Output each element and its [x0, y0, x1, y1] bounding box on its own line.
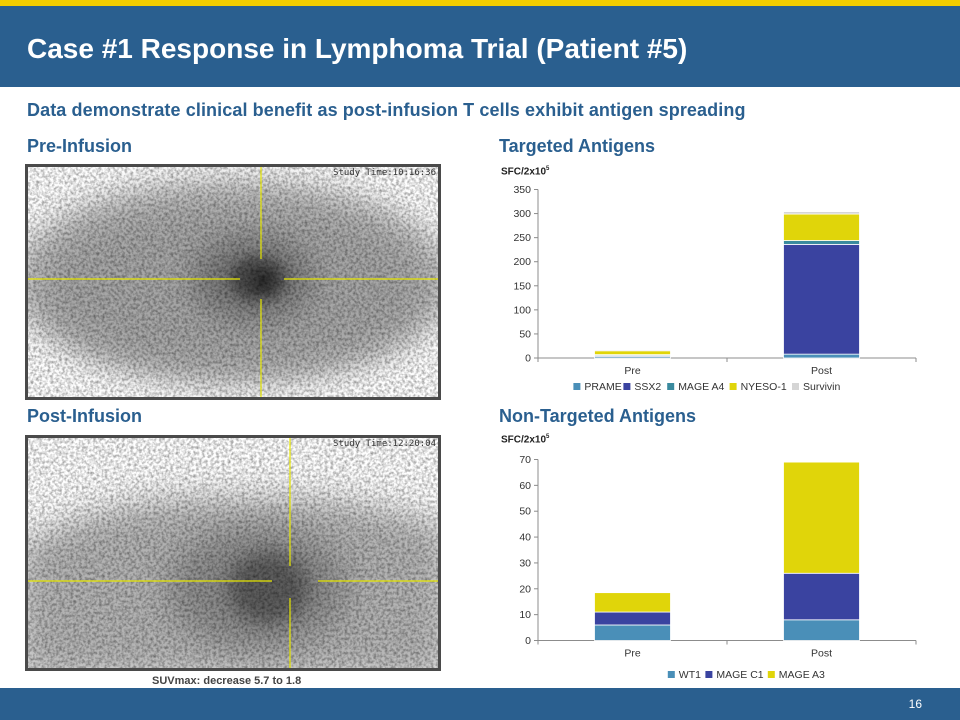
post-infusion-scan: Study Time:12:20:04 — [25, 435, 441, 671]
targeted-antigens-label: Targeted Antigens — [499, 136, 656, 156]
pre-scan-image — [28, 167, 438, 397]
bar-segment — [783, 353, 860, 359]
x-tick-label: Pre — [624, 648, 641, 660]
x-tick-label: Pre — [624, 365, 641, 377]
y-tick-label: 50 — [519, 506, 531, 518]
post-infusion-label: Post-Infusion — [27, 406, 142, 426]
pre-study-time: Study Time:10:16:36 — [333, 168, 436, 178]
bar-segment — [594, 592, 671, 613]
bar-segment — [783, 211, 860, 215]
nontargeted-chart-svg: 0 10 20 30 40 50 60 70 Pre Post WT1 MAGE C1 MAGE A3 — [519, 454, 917, 681]
non-targeted-antigens-label: Non-Targeted Antigens — [499, 406, 696, 426]
y-tick-label: 250 — [513, 232, 531, 244]
post-study-time: Study Time:12:20:04 — [333, 439, 436, 449]
y-tick-label: 200 — [513, 256, 531, 268]
y-tick-label: 0 — [525, 635, 531, 647]
title-banner — [0, 6, 960, 87]
legend-swatch — [573, 383, 581, 390]
slide-title: Case #1 Response in Lymphoma Trial (Pati… — [27, 33, 688, 64]
targeted-chart-svg: 0 50 100 150 200 250 300 350 Pre Post PRAME SSX2 MAG… — [513, 184, 917, 393]
legend-swatch — [705, 671, 713, 678]
y-tick-label: 20 — [519, 583, 531, 595]
legend-swatch — [767, 671, 775, 678]
targeted-antigens-chart: 0 50 100 150 200 250 300 350 Pre Post PRAME SSX2 MAG… — [497, 180, 917, 405]
page-number: 16 — [908, 697, 922, 711]
bar-segment — [783, 572, 860, 621]
bar-segment — [783, 619, 860, 641]
bar-segment — [594, 349, 671, 352]
legend-label: MAGE A3 — [779, 669, 825, 681]
y-tick-label: 10 — [519, 609, 531, 621]
non-targeted-antigens-chart: 0 10 20 30 40 50 60 70 Pre Post WT1 MAGE C1 MAGE A3 — [497, 450, 917, 691]
legend-swatch — [729, 383, 737, 390]
x-tick-label: Post — [811, 365, 832, 377]
legend-swatch — [667, 671, 675, 678]
bar-segment — [783, 461, 860, 574]
y-tick-label: 60 — [519, 480, 531, 492]
legend-swatch — [792, 383, 799, 390]
y-tick-label: 100 — [513, 304, 531, 316]
bar-segment — [594, 611, 671, 626]
slide-subtitle: Data demonstrate clinical benefit as pos… — [27, 100, 746, 120]
y-tick-label: 300 — [513, 208, 531, 220]
footer-bar: 16 — [0, 688, 960, 720]
nontargeted-y-unit: SFC/2x105 — [501, 434, 550, 446]
legend-label: MAGE C1 — [716, 669, 763, 681]
pre-infusion-label: Pre-Infusion — [27, 136, 133, 156]
bar-segment — [783, 240, 860, 245]
targeted-y-unit: SFC/2x105 — [501, 166, 550, 178]
legend-label: PRAME — [584, 381, 621, 393]
post-scan-image — [28, 438, 438, 668]
bar-segment — [783, 213, 860, 241]
y-tick-label: 0 — [525, 353, 531, 365]
accent-bar — [0, 0, 960, 6]
y-tick-label: 70 — [519, 454, 531, 466]
bar-segment — [783, 243, 860, 355]
bar-segment — [594, 624, 671, 641]
y-tick-label: 150 — [513, 280, 531, 292]
legend-swatch — [667, 383, 675, 390]
legend-label: Survivin — [803, 381, 841, 393]
y-tick-label: 350 — [513, 184, 531, 196]
y-tick-label: 40 — [519, 532, 531, 544]
x-tick-label: Post — [811, 648, 832, 660]
legend-label: WT1 — [679, 669, 701, 681]
y-tick-label: 30 — [519, 557, 531, 569]
legend-label: NYESO-1 — [741, 381, 787, 393]
y-tick-label: 50 — [519, 328, 531, 340]
legend-label: MAGE A4 — [678, 381, 724, 393]
suv-max-note: SUVmax: decrease 5.7 to 1.8 — [152, 675, 302, 687]
legend-label: SSX2 — [634, 381, 661, 393]
pre-infusion-scan: Study Time:10:16:36 — [25, 164, 441, 400]
legend-swatch — [623, 383, 631, 390]
bar-segment — [594, 350, 671, 356]
